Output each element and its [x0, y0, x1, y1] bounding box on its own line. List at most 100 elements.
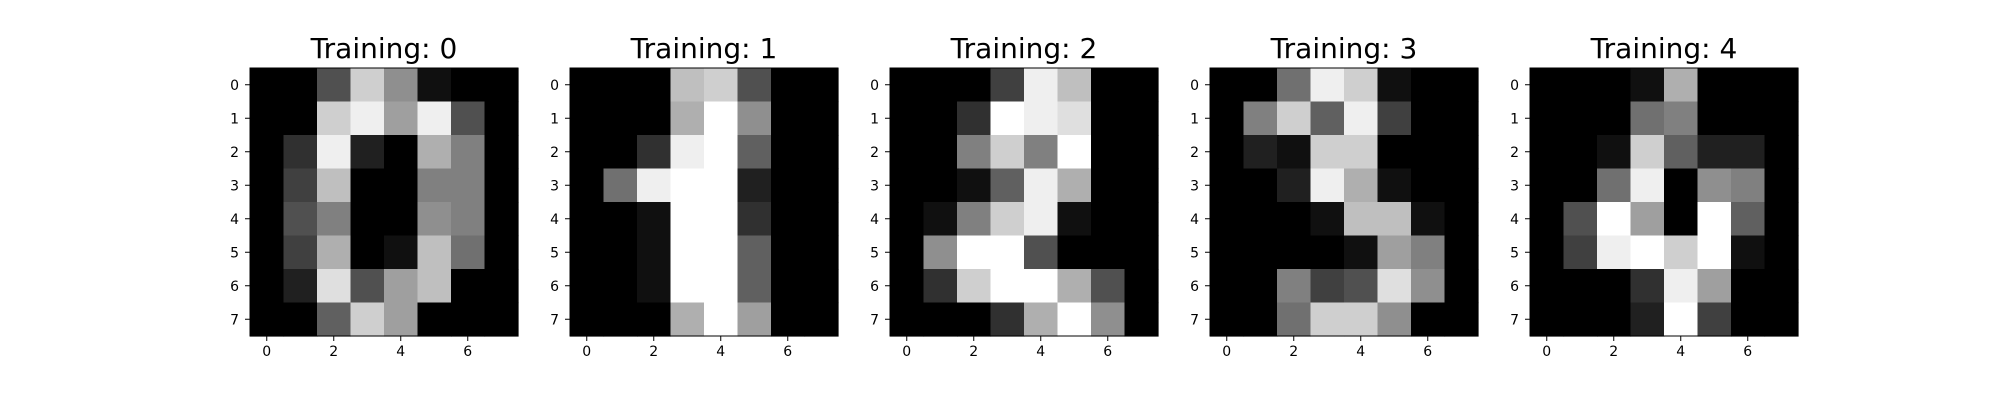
- pixel-cell: [1057, 235, 1092, 270]
- pixel-cell: [637, 235, 672, 270]
- pixel-cell: [1024, 101, 1059, 136]
- pixel-cell: [1764, 101, 1799, 136]
- pixel-cell: [570, 269, 605, 304]
- pixel-cell: [451, 168, 486, 203]
- pixel-cell: [384, 135, 419, 170]
- pixel-cell: [957, 135, 992, 170]
- axes-frame: [1529, 67, 1799, 337]
- pixel-cell: [704, 202, 739, 237]
- y-tick-label: 3: [550, 178, 559, 194]
- pixel-cell: [737, 168, 772, 203]
- y-tick-label: 5: [870, 245, 879, 261]
- pixel-cell: [1310, 68, 1345, 103]
- pixel-cell: [1411, 68, 1446, 103]
- pixel-cell: [451, 235, 486, 270]
- pixel-cell: [1411, 135, 1446, 170]
- pixel-cell: [1563, 101, 1598, 136]
- pixel-cell: [1057, 135, 1092, 170]
- pixel-cell: [1277, 68, 1312, 103]
- pixel-cell: [1697, 235, 1732, 270]
- pixel-cell: [1277, 302, 1312, 337]
- pixel-cell: [1563, 202, 1598, 237]
- pixel-cell: [1697, 302, 1732, 337]
- y-tick-label: 1: [230, 111, 239, 127]
- y-tick-label: 0: [550, 78, 559, 94]
- y-tick-label: 4: [550, 212, 559, 228]
- pixel-cell: [737, 68, 772, 103]
- pixel-cell: [1764, 235, 1799, 270]
- pixel-cell: [670, 269, 705, 304]
- x-tick-label: 0: [262, 344, 271, 360]
- pixel-cell: [1024, 202, 1059, 237]
- y-tick-label: 2: [230, 145, 239, 161]
- pixel-cell: [670, 168, 705, 203]
- pixel-cell: [283, 269, 318, 304]
- pixel-cell: [1243, 168, 1278, 203]
- y-tick-label: 5: [230, 245, 239, 261]
- pixel-cell: [1731, 269, 1766, 304]
- pixel-cell: [1277, 101, 1312, 136]
- pixel-cell: [1444, 68, 1479, 103]
- pixel-cell: [1344, 235, 1379, 270]
- pixel-cell: [1310, 101, 1345, 136]
- pixel-cell: [1764, 202, 1799, 237]
- y-tick-label: 3: [1510, 178, 1519, 194]
- pixel-cell: [417, 269, 452, 304]
- pixel-cell: [417, 302, 452, 337]
- pixel-cell: [923, 235, 958, 270]
- y-tick-label: 2: [1510, 145, 1519, 161]
- pixel-cell: [704, 135, 739, 170]
- pixel-cell: [384, 202, 419, 237]
- y-tick-label: 6: [550, 279, 559, 295]
- pixel-cell: [1664, 202, 1699, 237]
- pixel-cell: [1731, 235, 1766, 270]
- pixel-cell: [1377, 302, 1412, 337]
- pixel-cell: [804, 135, 839, 170]
- pixel-cell: [1210, 269, 1245, 304]
- y-tick-label: 1: [550, 111, 559, 127]
- pixel-cell: [1124, 269, 1159, 304]
- pixel-cell: [957, 302, 992, 337]
- pixel-cell: [1630, 135, 1665, 170]
- y-tick-label: 4: [1190, 212, 1199, 228]
- x-tick-label: 0: [582, 344, 591, 360]
- pixel-cell: [384, 302, 419, 337]
- pixel-cell: [283, 235, 318, 270]
- pixel-cell: [417, 202, 452, 237]
- pixel-cell: [1697, 135, 1732, 170]
- y-tick-label: 2: [1190, 145, 1199, 161]
- axes-frame: [889, 67, 1159, 337]
- pixel-cell: [637, 68, 672, 103]
- pixel-cell: [990, 202, 1025, 237]
- y-tick-label: 7: [1190, 312, 1199, 328]
- pixel-cell: [384, 68, 419, 103]
- pixel-cell: [1277, 202, 1312, 237]
- x-tick-label: 2: [1609, 344, 1618, 360]
- pixel-cell: [1124, 68, 1159, 103]
- pixel-cell: [484, 202, 519, 237]
- pixel-cell: [1210, 302, 1245, 337]
- pixel-cell: [1411, 302, 1446, 337]
- pixel-cell: [317, 269, 352, 304]
- pixel-cell: [1630, 235, 1665, 270]
- y-tick-label: 7: [230, 312, 239, 328]
- pixel-cell: [1697, 168, 1732, 203]
- pixel-cell: [1731, 302, 1766, 337]
- pixel-cell: [737, 235, 772, 270]
- pixel-cell: [1057, 68, 1092, 103]
- y-tick-label: 6: [1510, 279, 1519, 295]
- pixel-cell: [670, 68, 705, 103]
- pixel-cell: [451, 101, 486, 136]
- pixel-cell: [1310, 269, 1345, 304]
- pixel-cell: [350, 269, 385, 304]
- pixel-cell: [990, 68, 1025, 103]
- pixel-cell: [283, 302, 318, 337]
- pixel-cell: [771, 135, 806, 170]
- pixel-cell: [484, 168, 519, 203]
- y-tick-label: 2: [870, 145, 879, 161]
- pixel-cell: [1344, 68, 1379, 103]
- pixel-cell: [1377, 135, 1412, 170]
- pixel-cell: [1664, 269, 1699, 304]
